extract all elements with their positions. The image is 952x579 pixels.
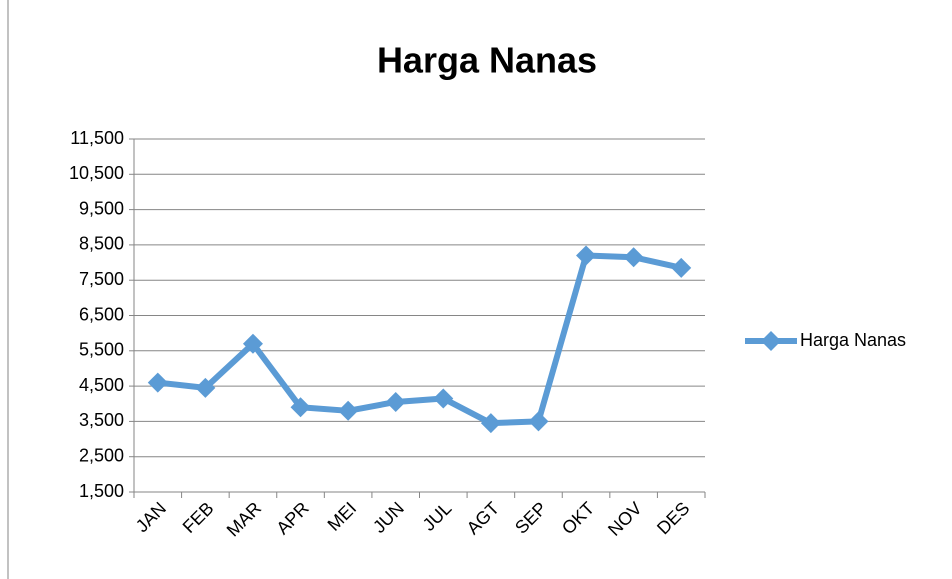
marker	[480, 413, 501, 434]
x-tick-label: JUN	[369, 498, 408, 537]
chart-title: Harga Nanas	[377, 40, 597, 81]
y-tick-label: 2,500	[79, 445, 124, 465]
x-tick-label: DES	[653, 498, 693, 538]
legend-label: Harga Nanas	[800, 330, 906, 350]
y-tick-label: 1,500	[79, 481, 124, 501]
x-tick-label: APR	[272, 498, 312, 538]
legend-marker	[761, 331, 781, 351]
y-tick-label: 9,500	[79, 198, 124, 218]
y-tick-label: 6,500	[79, 304, 124, 324]
y-tick-label: 8,500	[79, 234, 124, 254]
x-tick-label: MEI	[324, 498, 361, 535]
x-tick-label: MAR	[223, 498, 265, 540]
y-tick-label: 7,500	[79, 269, 124, 289]
marker	[433, 388, 454, 409]
marker	[290, 397, 311, 418]
marker	[623, 247, 644, 268]
marker	[576, 245, 597, 266]
marker	[385, 391, 406, 412]
marker	[195, 377, 216, 398]
marker	[671, 257, 692, 278]
marker	[242, 333, 263, 354]
y-tick-label: 10,500	[69, 163, 124, 183]
y-tick-label: 11,500	[70, 128, 124, 148]
x-tick-label: SEP	[511, 498, 551, 538]
marker	[338, 400, 359, 421]
marker	[528, 411, 549, 432]
x-tick-label: NOV	[604, 498, 646, 540]
x-tick-label: FEB	[179, 498, 218, 537]
y-tick-label: 4,500	[79, 375, 124, 395]
x-tick-label: OKT	[558, 498, 598, 538]
x-tick-label: AGT	[463, 498, 503, 538]
marker	[147, 372, 168, 393]
x-tick-label: JUL	[419, 498, 456, 535]
y-tick-label: 3,500	[79, 410, 124, 430]
y-tick-label: 5,500	[79, 340, 124, 360]
x-tick-label: JAN	[132, 498, 170, 536]
